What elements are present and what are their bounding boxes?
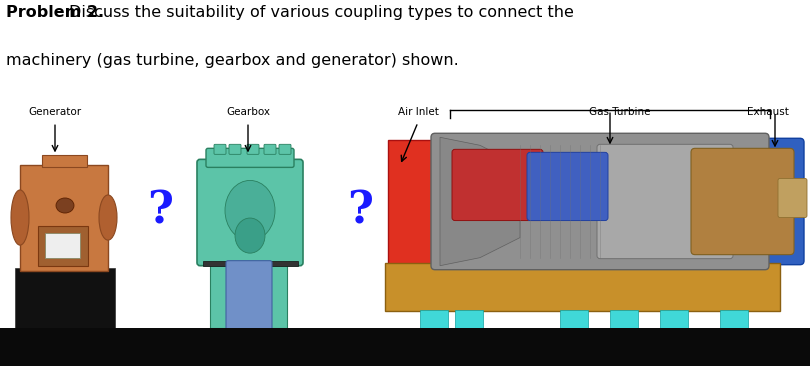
Bar bbox=[45, 232, 80, 258]
Text: Discuss the suitability of various coupling types to connect the: Discuss the suitability of various coupl… bbox=[69, 5, 573, 20]
Bar bbox=[660, 310, 688, 328]
FancyBboxPatch shape bbox=[214, 144, 226, 154]
Text: Generator: Generator bbox=[28, 107, 82, 117]
Text: ?: ? bbox=[147, 189, 173, 232]
Ellipse shape bbox=[235, 218, 265, 253]
FancyBboxPatch shape bbox=[431, 133, 769, 270]
Ellipse shape bbox=[56, 198, 74, 213]
FancyBboxPatch shape bbox=[778, 178, 807, 217]
Bar bbox=[238, 263, 260, 328]
FancyBboxPatch shape bbox=[716, 138, 804, 265]
Text: Gas Turbine: Gas Turbine bbox=[589, 107, 650, 117]
Bar bbox=[385, 263, 780, 311]
Bar bbox=[420, 310, 448, 328]
Ellipse shape bbox=[99, 195, 117, 240]
Bar bbox=[203, 261, 298, 266]
FancyBboxPatch shape bbox=[264, 144, 276, 154]
Polygon shape bbox=[440, 137, 520, 266]
FancyBboxPatch shape bbox=[226, 261, 272, 330]
Bar bbox=[265, 263, 287, 328]
Bar bbox=[210, 263, 232, 328]
Bar bbox=[610, 310, 638, 328]
Bar bbox=[720, 310, 748, 328]
Bar bbox=[560, 310, 588, 328]
FancyBboxPatch shape bbox=[206, 148, 294, 167]
FancyBboxPatch shape bbox=[527, 152, 608, 221]
Text: machinery (gas turbine, gearbox and generator) shown.: machinery (gas turbine, gearbox and gene… bbox=[6, 53, 459, 68]
Text: Exhaust: Exhaust bbox=[747, 107, 789, 117]
FancyBboxPatch shape bbox=[229, 144, 241, 154]
FancyBboxPatch shape bbox=[597, 144, 733, 259]
Text: Problem 2.: Problem 2. bbox=[6, 5, 104, 20]
Text: Air Inlet: Air Inlet bbox=[398, 107, 438, 117]
FancyBboxPatch shape bbox=[247, 144, 259, 154]
FancyBboxPatch shape bbox=[691, 148, 794, 255]
Bar bbox=[455, 310, 483, 328]
FancyBboxPatch shape bbox=[452, 149, 543, 221]
Text: Gearbox: Gearbox bbox=[226, 107, 270, 117]
Bar bbox=[15, 268, 115, 328]
Ellipse shape bbox=[225, 180, 275, 240]
Bar bbox=[38, 225, 88, 266]
FancyBboxPatch shape bbox=[279, 144, 291, 154]
Bar bbox=[0, 328, 810, 366]
FancyBboxPatch shape bbox=[20, 165, 108, 271]
FancyBboxPatch shape bbox=[197, 159, 303, 266]
Bar bbox=[388, 140, 440, 301]
Bar bbox=[42, 155, 87, 167]
Ellipse shape bbox=[11, 190, 29, 245]
Text: ?: ? bbox=[347, 189, 373, 232]
